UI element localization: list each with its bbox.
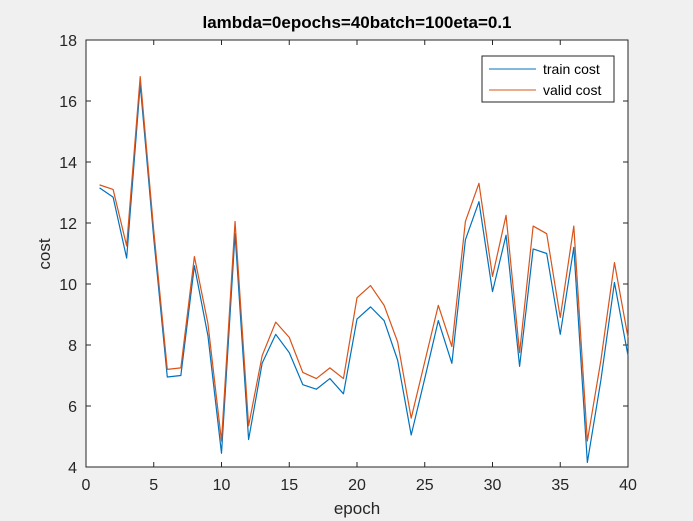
y-tick-label: 6	[68, 399, 77, 416]
y-tick-label: 4	[68, 460, 77, 477]
legend-box	[481, 55, 615, 103]
x-tick-label: 0	[82, 477, 91, 494]
series-line-valid-cost	[99, 75, 629, 442]
x-tick-label: 40	[619, 477, 637, 494]
x-tick-label: 25	[416, 477, 434, 494]
x-tick-label: 15	[280, 477, 298, 494]
legend-label-train-cost: train cost	[543, 61, 600, 77]
y-tick-label: 14	[59, 155, 77, 172]
y-tick-label: 16	[59, 94, 77, 111]
ticks-layer: 0 5 10 15 20 25 30 35 40 4 6 8 10 12 14 16 18	[59, 33, 637, 494]
plot-area	[85, 39, 629, 468]
series-line-train-cost	[99, 83, 629, 464]
x-axis-label: epoch	[334, 499, 380, 518]
y-tick-label: 10	[59, 277, 77, 294]
series-layer	[99, 75, 629, 464]
x-tick-label: 35	[551, 477, 569, 494]
legend: train cost valid cost	[481, 55, 615, 103]
chart-title: lambda=0epochs=40batch=100eta=0.1	[202, 13, 511, 32]
y-tick-label: 18	[59, 33, 77, 50]
x-tick-label: 20	[348, 477, 366, 494]
x-tick-label: 5	[149, 477, 158, 494]
y-tick-label: 8	[68, 338, 77, 355]
y-axis-label: cost	[35, 238, 54, 269]
y-tick-label: 12	[59, 216, 77, 233]
x-tick-label: 10	[213, 477, 231, 494]
x-tick-label: 30	[484, 477, 502, 494]
legend-label-valid-cost: valid cost	[543, 82, 601, 98]
